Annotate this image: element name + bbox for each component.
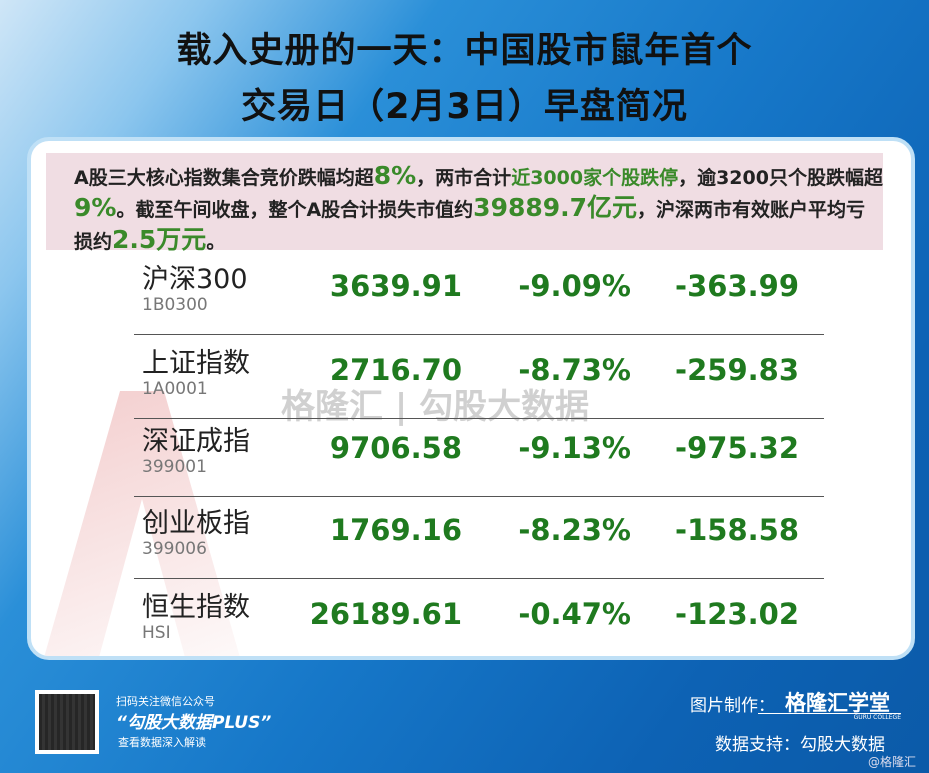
footer-account: “勾股大数据PLUS” xyxy=(116,713,272,733)
index-row: 上证指数 1A0001 2716.70 -8.73% -259.83 xyxy=(134,335,824,419)
index-price: 9706.58 xyxy=(329,431,462,465)
title-line-1: 载入史册的一天：中国股市鼠年首个 xyxy=(176,31,753,71)
index-row: 创业板指 399006 1769.16 -8.23% -158.58 xyxy=(134,495,824,579)
index-pct: -8.73% xyxy=(518,353,631,387)
index-name: 恒生指数 xyxy=(142,592,250,623)
index-price: 26189.61 xyxy=(309,597,462,631)
index-name: 创业板指 xyxy=(142,508,250,539)
index-pct: -8.23% xyxy=(518,513,631,547)
brand-subtitle: GURU COLLEGE xyxy=(758,713,901,721)
index-code: 1A0001 xyxy=(142,379,208,399)
index-row: 沪深300 1B0300 3639.91 -9.09% -363.99 xyxy=(134,251,824,335)
index-name: 深证成指 xyxy=(142,426,250,457)
index-code: 399001 xyxy=(142,457,207,477)
index-code: HSI xyxy=(142,623,171,643)
index-price: 1769.16 xyxy=(329,513,462,547)
footer-scan-text: 扫码关注微信公众号 xyxy=(116,695,215,708)
index-change: -975.32 xyxy=(675,431,799,465)
index-change: -158.58 xyxy=(675,513,799,547)
index-row: 深证成指 399001 9706.58 -9.13% -975.32 xyxy=(134,413,824,497)
summary-box: A股三大核心指数集合竞价跌幅均超8%，两市合计近3000家个股跌停，逾3200只… xyxy=(46,153,883,254)
index-code: 1B0300 xyxy=(142,295,208,315)
index-row: 恒生指数 HSI 26189.61 -0.47% -123.02 xyxy=(134,579,824,656)
index-pct: -9.09% xyxy=(518,269,631,303)
made-by-label: 图片制作： xyxy=(690,696,775,716)
footer-read-text: 查看数据深入解读 xyxy=(118,736,206,749)
qr-code-icon xyxy=(35,690,99,754)
index-change: -363.99 xyxy=(675,269,799,303)
index-code: 399006 xyxy=(142,539,207,559)
title-line-2: 交易日（2月3日）早盘简况 xyxy=(241,87,688,127)
index-name: 上证指数 xyxy=(142,348,250,379)
data-card: A股三大核心指数集合竞价跌幅均超8%，两市合计近3000家个股跌停，逾3200只… xyxy=(27,137,915,660)
index-name: 沪深300 xyxy=(142,264,248,295)
index-change: -259.83 xyxy=(675,353,799,387)
watermark: 格隆汇 | 勾股大数据 xyxy=(281,387,590,427)
handle-watermark: @格隆汇 xyxy=(868,755,917,769)
index-pct: -9.13% xyxy=(518,431,631,465)
index-price: 2716.70 xyxy=(329,353,462,387)
index-pct: -0.47% xyxy=(518,597,631,631)
index-change: -123.02 xyxy=(675,597,799,631)
data-support: 数据支持：勾股大数据 xyxy=(715,735,885,755)
brand-logo: 格隆汇学堂 xyxy=(785,691,890,715)
index-price: 3639.91 xyxy=(329,269,462,303)
